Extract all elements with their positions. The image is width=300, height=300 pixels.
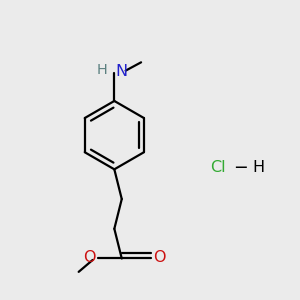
- Text: O: O: [154, 250, 166, 265]
- Text: −: −: [233, 159, 248, 177]
- Text: H: H: [252, 160, 265, 175]
- Text: Cl: Cl: [211, 160, 226, 175]
- Text: H: H: [97, 63, 108, 77]
- Text: O: O: [83, 250, 96, 265]
- Text: N: N: [116, 64, 128, 79]
